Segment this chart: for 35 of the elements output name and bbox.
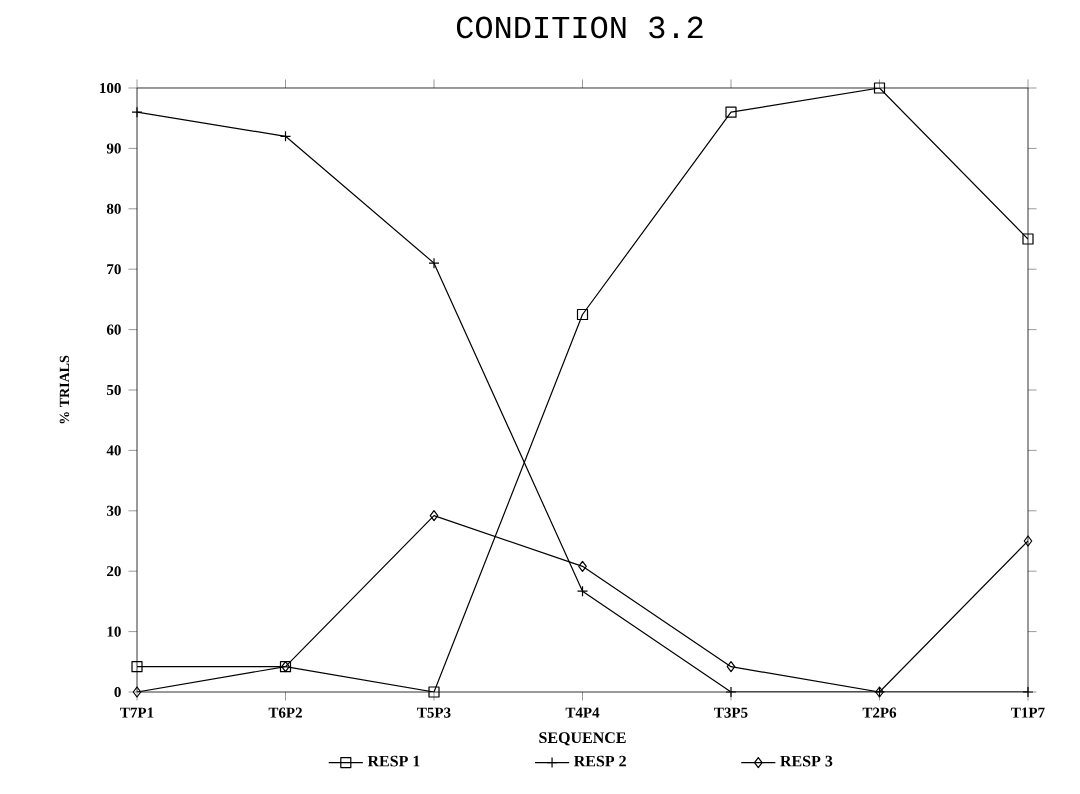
y-tick-label: 70 (107, 264, 121, 275)
y-tick-label: 60 (106, 324, 121, 335)
x-tick-label: T5P3 (417, 707, 451, 718)
point (578, 560, 587, 572)
x-tick-label: T4P4 (565, 707, 600, 718)
point (131, 661, 143, 673)
legend-label: RESP 3 (780, 755, 833, 767)
legend-label: RESP 1 (367, 755, 420, 767)
y-tick-label: 10 (107, 626, 121, 637)
point (428, 686, 440, 698)
point (726, 661, 736, 673)
y-tick-label: 90 (106, 143, 121, 154)
x-tick-label: T6P2 (268, 707, 302, 718)
y-tick-label: 100 (100, 82, 121, 94)
x-axis-title: SEQUENCE (539, 732, 626, 746)
y-tick-label: 0 (114, 686, 121, 698)
y-axis-title: % TRIALS (59, 355, 70, 424)
point (725, 106, 737, 118)
x-tick-label: T1P7 (1011, 707, 1045, 718)
point (429, 510, 439, 522)
y-tick-label: 50 (107, 384, 121, 396)
point (132, 686, 142, 698)
x-tick-label: T3P5 (714, 707, 748, 718)
y-tick-label: 40 (106, 445, 121, 456)
x-tick-label: T2P6 (862, 707, 897, 718)
y-tick-label: 80 (106, 203, 121, 214)
point (873, 82, 886, 94)
point (1023, 535, 1033, 547)
chart-title: CONDITION 3.2 (456, 16, 703, 39)
point (1022, 233, 1034, 245)
x-tick-label: T7P1 (120, 707, 154, 718)
legend-label: RESP 2 (574, 755, 626, 767)
y-tick-label: 30 (106, 505, 121, 516)
y-tick-label: 20 (107, 566, 121, 577)
point (576, 308, 589, 321)
